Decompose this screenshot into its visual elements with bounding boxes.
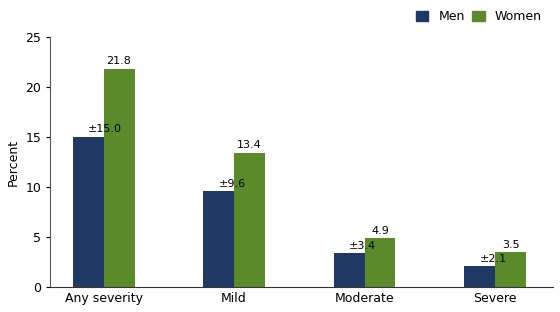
Text: ±3.4: ±3.4: [349, 241, 376, 251]
Text: 3.5: 3.5: [502, 240, 519, 250]
Legend: Men, Women: Men, Women: [411, 5, 547, 28]
Text: ±15.0: ±15.0: [88, 124, 122, 134]
Bar: [334, 253, 365, 287]
Text: 13.4: 13.4: [237, 140, 262, 150]
Text: 21.8: 21.8: [106, 56, 132, 66]
Bar: [464, 266, 495, 287]
Bar: [495, 252, 526, 287]
Text: ±2.1: ±2.1: [479, 254, 507, 264]
Bar: [234, 153, 265, 287]
Bar: [203, 191, 234, 287]
Text: ±9.6: ±9.6: [218, 178, 246, 188]
Bar: [104, 69, 134, 287]
Y-axis label: Percent: Percent: [7, 139, 20, 186]
Text: 4.9: 4.9: [371, 226, 389, 236]
Bar: [73, 137, 104, 287]
Bar: [365, 238, 395, 287]
